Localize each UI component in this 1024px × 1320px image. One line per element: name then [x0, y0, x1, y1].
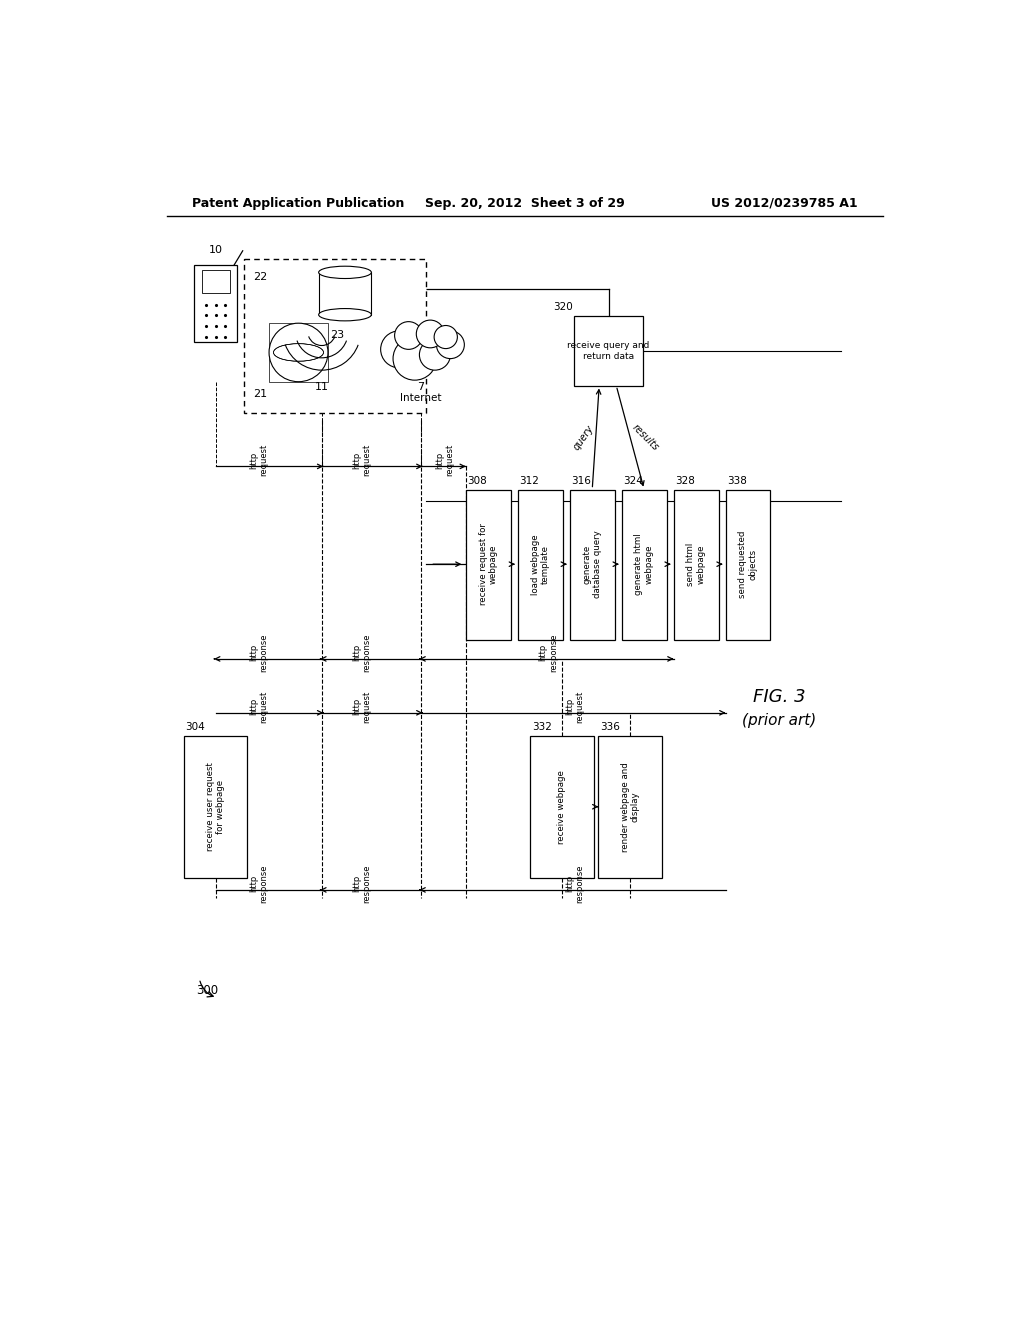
Ellipse shape: [318, 267, 372, 279]
Circle shape: [420, 339, 451, 370]
Ellipse shape: [318, 309, 372, 321]
Text: receive query and
return data: receive query and return data: [567, 341, 649, 360]
Text: 21: 21: [254, 388, 267, 399]
Text: load webpage
template: load webpage template: [530, 533, 550, 594]
Text: 332: 332: [531, 722, 552, 733]
Bar: [569, 490, 614, 640]
Bar: [530, 737, 594, 878]
Text: 23: 23: [330, 330, 344, 341]
Text: http
request: http request: [352, 690, 372, 723]
Bar: [674, 490, 719, 640]
Bar: [466, 490, 511, 640]
Bar: [622, 490, 667, 640]
Bar: [318, 272, 372, 314]
Text: generate
database query: generate database query: [583, 531, 602, 598]
Text: http
response: http response: [249, 634, 268, 672]
Circle shape: [269, 323, 328, 381]
Bar: [269, 323, 328, 381]
Text: http
response: http response: [565, 865, 585, 903]
Text: render webpage and
display: render webpage and display: [621, 762, 640, 851]
Text: 304: 304: [185, 722, 205, 733]
Text: results: results: [631, 422, 660, 453]
Bar: [518, 490, 563, 640]
Text: Patent Application Publication: Patent Application Publication: [191, 197, 403, 210]
Text: 328: 328: [675, 475, 695, 486]
Circle shape: [393, 337, 436, 380]
Circle shape: [381, 331, 418, 368]
Text: FIG. 3: FIG. 3: [753, 689, 805, 706]
Text: receive webpage: receive webpage: [557, 770, 566, 843]
Text: 312: 312: [519, 475, 540, 486]
Circle shape: [394, 322, 423, 350]
Text: receive user request
for webpage: receive user request for webpage: [206, 763, 225, 851]
Text: http
request: http request: [352, 444, 372, 477]
Text: 336: 336: [600, 722, 620, 733]
Text: http
response: http response: [249, 865, 268, 903]
Text: 308: 308: [467, 475, 487, 486]
Circle shape: [434, 326, 458, 348]
Text: 11: 11: [314, 381, 329, 392]
Bar: [245, 259, 426, 412]
Bar: [726, 490, 770, 640]
Text: US 2012/0239785 A1: US 2012/0239785 A1: [712, 197, 858, 210]
Text: Internet: Internet: [400, 393, 441, 403]
Bar: [183, 737, 248, 878]
Text: http
request: http request: [249, 444, 268, 477]
Text: 7: 7: [418, 381, 425, 392]
Text: 316: 316: [571, 475, 591, 486]
Text: http
request: http request: [565, 690, 585, 723]
Text: 300: 300: [197, 983, 218, 997]
Text: (prior art): (prior art): [741, 713, 816, 729]
Text: http
response: http response: [352, 865, 372, 903]
Bar: [194, 264, 238, 342]
Text: generate html
webpage: generate html webpage: [635, 533, 654, 595]
Text: http
response: http response: [352, 634, 372, 672]
Text: http
request: http request: [435, 444, 455, 477]
Text: 10: 10: [209, 244, 222, 255]
Text: 338: 338: [727, 475, 746, 486]
Text: http
request: http request: [249, 690, 268, 723]
Bar: [598, 737, 662, 878]
Text: 22: 22: [254, 272, 268, 282]
Text: 320: 320: [553, 302, 572, 313]
Text: query: query: [571, 422, 596, 451]
Circle shape: [436, 331, 464, 359]
Text: Sep. 20, 2012  Sheet 3 of 29: Sep. 20, 2012 Sheet 3 of 29: [425, 197, 625, 210]
Text: send requested
objects: send requested objects: [738, 531, 758, 598]
Text: http
response: http response: [539, 634, 558, 672]
Bar: [574, 317, 643, 385]
Bar: [202, 271, 229, 293]
Circle shape: [417, 321, 444, 348]
Text: receive request for
webpage: receive request for webpage: [478, 523, 498, 605]
Text: send html
webpage: send html webpage: [686, 543, 706, 586]
Text: 324: 324: [624, 475, 643, 486]
